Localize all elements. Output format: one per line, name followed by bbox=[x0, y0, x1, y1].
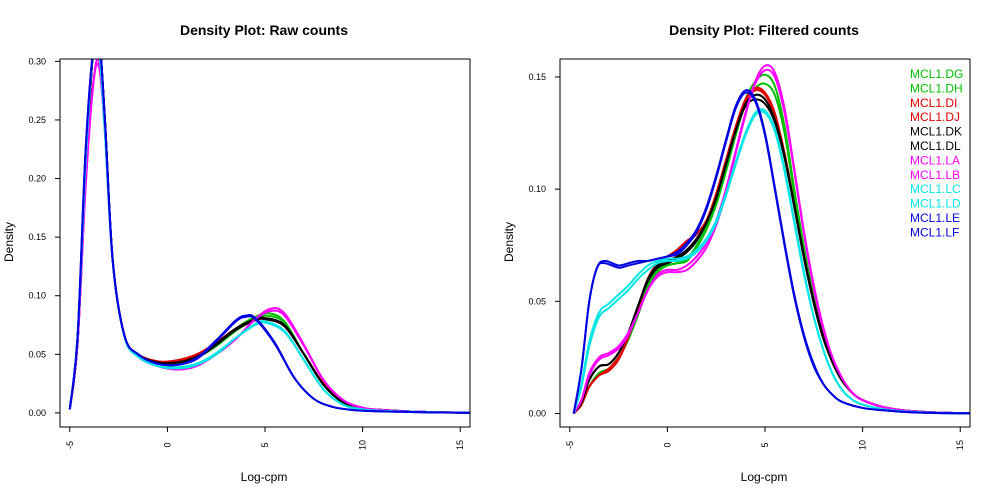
legend-entry: MCL1.LA bbox=[910, 153, 960, 167]
filtered-counts-xtick-label: 0 bbox=[662, 442, 672, 447]
filtered-counts-xlabel: Log-cpm bbox=[741, 470, 788, 484]
filtered-counts-xtick-label: 10 bbox=[858, 440, 868, 450]
filtered-counts-ytick-label: 0.15 bbox=[528, 72, 546, 82]
filtered-counts-density-line-8 bbox=[572, 68, 970, 415]
raw-counts-xtick-label: 0 bbox=[162, 442, 172, 447]
raw-counts-series-group bbox=[68, 59, 470, 414]
filtered-counts-plot-frame bbox=[559, 58, 971, 428]
raw-counts-xtick-label: 10 bbox=[358, 440, 368, 450]
filtered-counts-density-line-10 bbox=[572, 108, 970, 415]
filtered-counts-ytick-label: 0.05 bbox=[528, 296, 546, 306]
legend-entry: MCL1.LD bbox=[910, 197, 961, 211]
raw-counts-ytick-label: 0.30 bbox=[28, 56, 46, 66]
legend-entry: MCL1.DI bbox=[910, 96, 957, 110]
raw-counts-panel: Density Plot: Raw counts Log-cpm Density… bbox=[2, 22, 471, 484]
filtered-counts-ytick-label: 0.10 bbox=[528, 184, 546, 194]
raw-counts-ytick-label: 0.15 bbox=[28, 232, 46, 242]
raw-counts-density-line-7 bbox=[68, 62, 470, 414]
filtered-counts-panel: Density Plot: Filtered counts Log-cpm De… bbox=[502, 22, 971, 484]
raw-counts-ylabel: Density bbox=[2, 222, 16, 262]
legend-entry: MCL1.LC bbox=[910, 182, 961, 196]
raw-counts-density-line-9 bbox=[68, 59, 470, 414]
raw-counts-density-line-3 bbox=[68, 59, 470, 414]
raw-counts-xtick-label: -5 bbox=[65, 441, 75, 449]
raw-counts-ytick-label: 0.10 bbox=[28, 291, 46, 301]
raw-counts-ytick-label: 0.20 bbox=[28, 174, 46, 184]
legend-entry: MCL1.LB bbox=[910, 168, 960, 182]
filtered-counts-density-line-12 bbox=[572, 91, 970, 415]
legend-entry: MCL1.LE bbox=[910, 211, 960, 225]
raw-counts-density-line-5 bbox=[68, 59, 470, 414]
legend-entry: MCL1.DH bbox=[910, 81, 963, 95]
raw-counts-ytick-label: 0.00 bbox=[28, 408, 46, 418]
filtered-counts-xtick-label: -5 bbox=[565, 441, 575, 449]
raw-counts-density-line-6 bbox=[68, 59, 470, 414]
filtered-counts-title: Density Plot: Filtered counts bbox=[669, 22, 859, 38]
legend-entry: MCL1.DG bbox=[910, 67, 963, 81]
raw-counts-ytick-label: 0.05 bbox=[28, 349, 46, 359]
filtered-counts-ytick-label: 0.00 bbox=[528, 409, 546, 419]
filtered-counts-legend: MCL1.DGMCL1.DHMCL1.DIMCL1.DJMCL1.DKMCL1.… bbox=[910, 67, 963, 239]
legend-entry: MCL1.DL bbox=[910, 139, 961, 153]
raw-counts-plot-frame bbox=[59, 58, 471, 428]
legend-entry: MCL1.DJ bbox=[910, 110, 960, 124]
filtered-counts-xtick-label: 15 bbox=[955, 440, 965, 450]
raw-counts-xtick-label: 5 bbox=[260, 442, 270, 447]
raw-counts-xtick-label: 15 bbox=[455, 440, 465, 450]
raw-counts-title: Density Plot: Raw counts bbox=[180, 22, 348, 38]
raw-counts-density-line-8 bbox=[68, 59, 470, 414]
raw-counts-density-line-4 bbox=[68, 59, 470, 414]
raw-counts-ytick-label: 0.25 bbox=[28, 115, 46, 125]
raw-counts-xlabel: Log-cpm bbox=[241, 470, 288, 484]
raw-counts-density-line-12 bbox=[68, 59, 470, 414]
raw-counts-density-line-1 bbox=[68, 59, 470, 414]
raw-counts-density-line-2 bbox=[68, 59, 470, 414]
filtered-counts-xtick-label: 5 bbox=[760, 442, 770, 447]
filtered-counts-series-group bbox=[572, 64, 970, 415]
legend-entry: MCL1.DK bbox=[910, 125, 962, 139]
filtered-counts-ylabel: Density bbox=[502, 222, 516, 262]
legend-entry: MCL1.LF bbox=[910, 225, 959, 239]
raw-counts-density-line-11 bbox=[68, 59, 470, 414]
raw-counts-density-line-10 bbox=[68, 59, 470, 414]
